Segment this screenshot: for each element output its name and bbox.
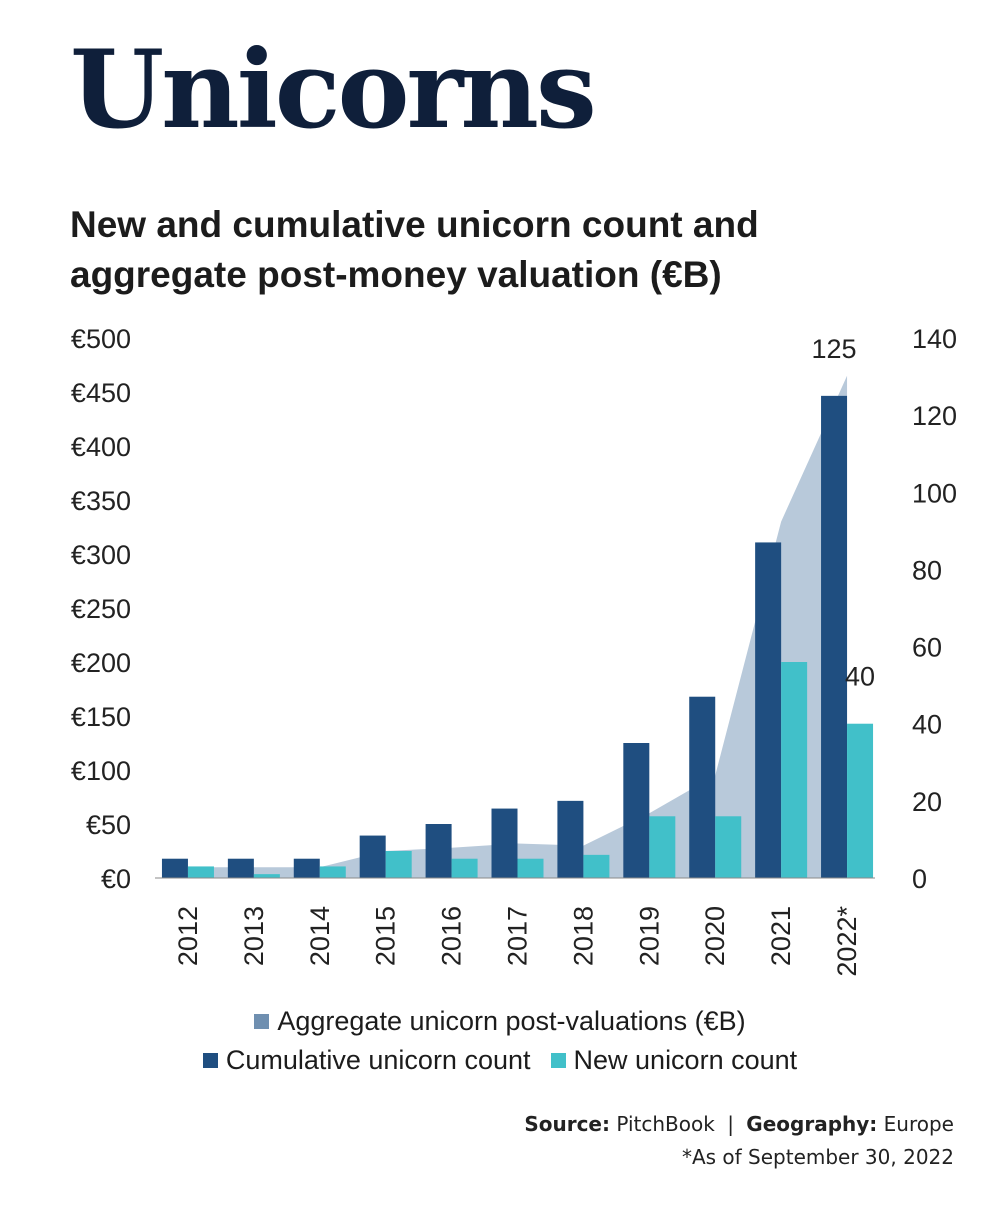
right-tick-label: 140 [912, 324, 957, 354]
unicorn-chart: €0 €50 €100 €150 €200 €250 €300 €350 €400 €450 €50… [71, 324, 957, 977]
legend-row-bottom: Cumulative unicorn count New unicorn cou… [0, 1045, 1000, 1076]
geography-label: Geography: [746, 1112, 878, 1136]
legend-label-cumulative: Cumulative unicorn count [225, 1045, 531, 1075]
bar-new-2016 [451, 858, 478, 878]
legend-item-cumulative: Cumulative unicorn count [202, 1045, 531, 1076]
x-tick-label: 2016 [437, 906, 467, 966]
x-tick-label: 2019 [634, 906, 664, 966]
x-tick-label: 2014 [305, 906, 335, 966]
source-line: Source: PitchBook | Geography: Europe [524, 1112, 954, 1136]
legend-row-top: Aggregate unicorn post-valuations (€B) [0, 1006, 1000, 1037]
left-tick-label: €400 [71, 432, 131, 462]
bar-new-2020 [715, 816, 742, 878]
legend-swatch-cumulative [202, 1053, 218, 1068]
bar-new-2018 [583, 854, 610, 878]
data-label: 125 [812, 334, 857, 364]
bar-new-2017 [517, 858, 544, 878]
right-tick-label: 120 [912, 401, 957, 431]
bar-new-2012 [187, 866, 214, 878]
chart-subtitle: New and cumulative unicorn count and agg… [70, 204, 759, 295]
left-tick-label: €500 [71, 324, 131, 354]
x-tick-label: 2021 [766, 906, 796, 966]
bar-new-2019 [649, 816, 676, 878]
x-tick-label: 2012 [173, 906, 203, 966]
bar-new-2015 [385, 851, 412, 878]
legend-label-new: New unicorn count [573, 1045, 798, 1075]
right-tick-label: 80 [912, 555, 942, 585]
geography-value: Europe [883, 1112, 954, 1136]
left-tick-label: €50 [86, 810, 131, 840]
right-tick-label: 20 [912, 787, 942, 817]
right-tick-label: 40 [912, 710, 942, 740]
bar-cumulative-2022 [821, 395, 848, 878]
x-tick-label: 2015 [371, 906, 401, 966]
left-tick-label: €150 [71, 702, 131, 732]
x-tick-label: 2020 [700, 906, 730, 966]
x-tick-label: 2018 [568, 906, 598, 966]
bar-cumulative-2018 [557, 800, 584, 878]
bar-cumulative-2014 [293, 858, 320, 878]
data-label: 40 [845, 662, 875, 692]
source-label: Source: [524, 1112, 610, 1136]
bar-cumulative-2015 [359, 835, 386, 878]
right-tick-label: 60 [912, 633, 942, 663]
x-tick-label: 2022* [832, 906, 862, 977]
bar-new-2022 [847, 723, 874, 878]
bar-cumulative-2016 [425, 824, 452, 878]
right-tick-label: 0 [912, 864, 927, 894]
footnote: *As of September 30, 2022 [681, 1145, 954, 1169]
left-tick-label: €250 [71, 594, 131, 624]
bar-cumulative-2020 [689, 696, 716, 878]
legend-item-aggregate: Aggregate unicorn post-valuations (€B) [254, 1006, 746, 1037]
source-separator: | [727, 1112, 734, 1136]
left-tick-label: €100 [71, 756, 131, 786]
bar-new-2014 [319, 866, 346, 878]
bar-cumulative-2013 [227, 858, 254, 878]
left-tick-label: €350 [71, 486, 131, 516]
bar-new-2013 [253, 874, 280, 878]
left-tick-label: €300 [71, 540, 131, 570]
legend-item-new: New unicorn count [550, 1045, 798, 1076]
legend-swatch-new [550, 1053, 566, 1068]
bar-cumulative-2021 [755, 542, 782, 878]
aggregate-valuation-area [187, 375, 848, 878]
bar-cumulative-2017 [491, 808, 518, 878]
legend-swatch-aggregate [254, 1014, 270, 1029]
left-tick-label: €0 [101, 864, 131, 894]
x-tick-label: 2017 [503, 906, 533, 966]
source-value: PitchBook [616, 1112, 715, 1136]
right-tick-label: 100 [912, 478, 957, 508]
page-title: Unicorns [70, 27, 597, 153]
left-tick-label: €200 [71, 648, 131, 678]
left-tick-label: €450 [71, 378, 131, 408]
bar-new-2021 [781, 662, 808, 878]
legend-label-aggregate: Aggregate unicorn post-valuations (€B) [277, 1006, 746, 1036]
bar-cumulative-2012 [161, 858, 188, 878]
x-tick-label: 2013 [239, 906, 269, 966]
bar-cumulative-2019 [623, 743, 650, 878]
